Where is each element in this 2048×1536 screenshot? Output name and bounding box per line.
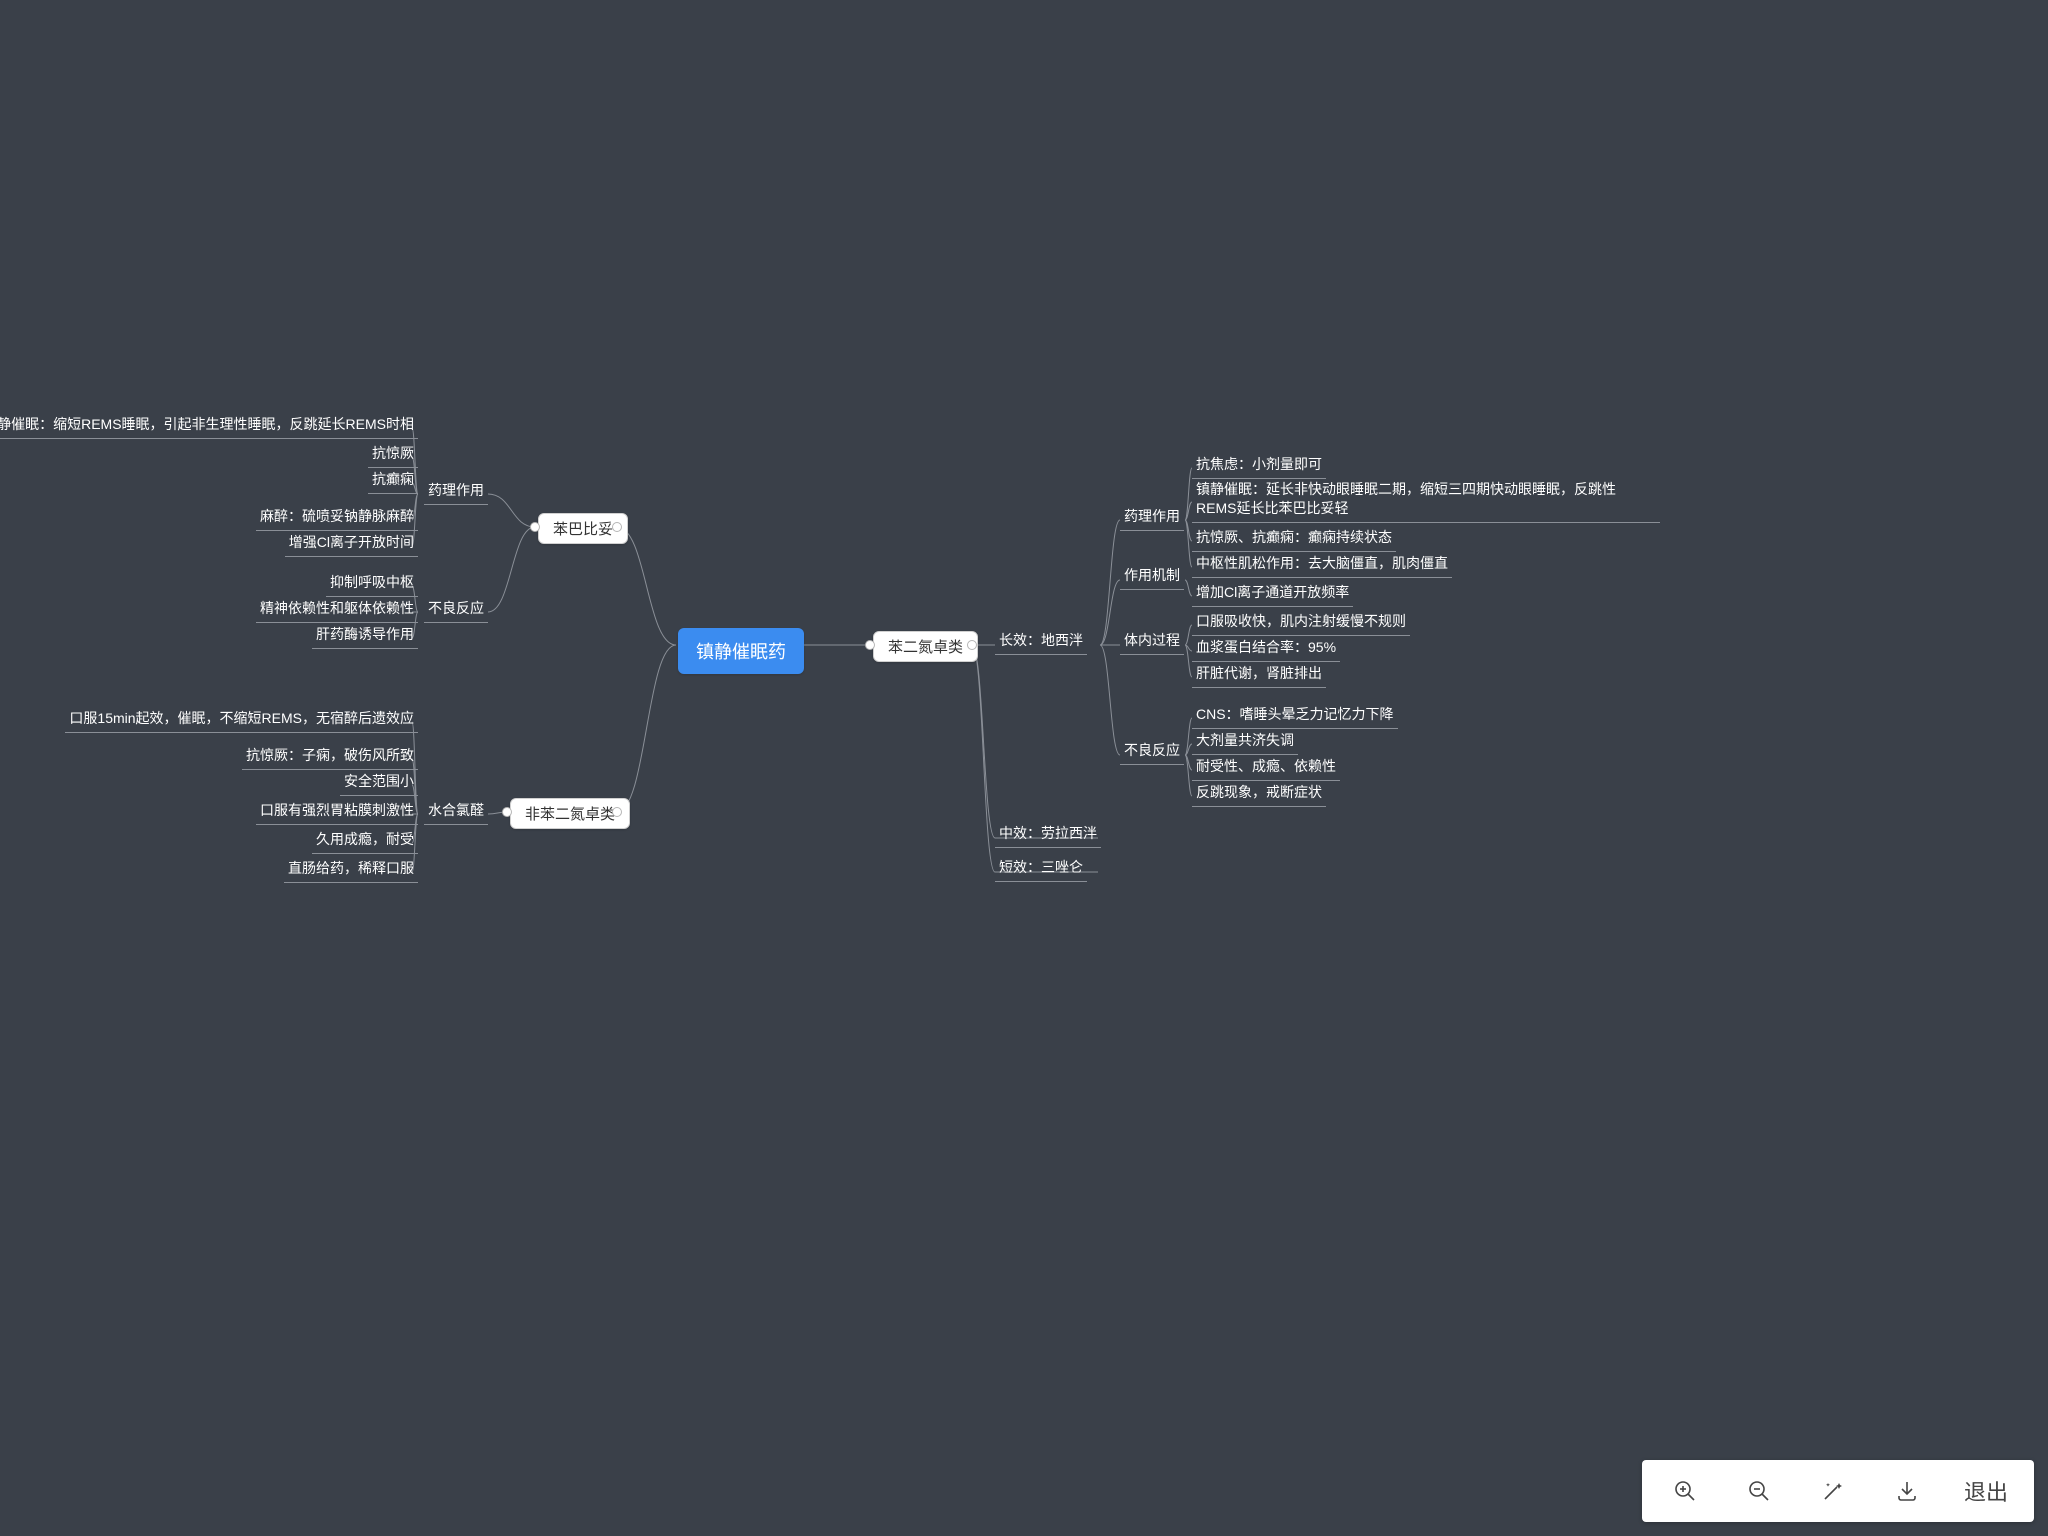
joint [612, 807, 622, 817]
benzo-pharma-1[interactable]: 镇静催眠：延长非快动眼睡眠二期，缩短三四期快动眼睡眠，反跳性REMS延长比苯巴比… [1192, 480, 1660, 523]
benzo-medium[interactable]: 中效：劳拉西泮 [995, 823, 1101, 848]
joint [530, 522, 540, 532]
nb-3[interactable]: 口服有强烈胃粘膜刺激性 [256, 800, 418, 825]
barb-ph-2[interactable]: 抗癫痫 [368, 469, 418, 494]
branch-benzo[interactable]: 苯二氮卓类 [873, 631, 978, 662]
benzo-pk[interactable]: 体内过程 [1120, 630, 1184, 655]
benzo-adv-1[interactable]: 大剂量共济失调 [1192, 730, 1298, 755]
exit-button[interactable]: 退出 [1944, 1475, 2028, 1507]
benzo-pharma-2[interactable]: 抗惊厥、抗癫痫：癫痫持续状态 [1192, 527, 1396, 552]
joint [612, 522, 622, 532]
nb-0[interactable]: 口服15min起效，催眠，不缩短REMS，无宿醉后遗效应 [65, 708, 418, 733]
zoom-out-icon [1747, 1479, 1771, 1503]
magic-button[interactable] [1796, 1468, 1870, 1514]
benzo-pharma[interactable]: 药理作用 [1120, 506, 1184, 531]
nb-4[interactable]: 久用成瘾，耐受 [312, 829, 418, 854]
benzo-mech-0[interactable]: 增加Cl离子通道开放频率 [1192, 582, 1353, 607]
benzo-long[interactable]: 长效：地西泮 [995, 630, 1087, 655]
benzo-mechanism[interactable]: 作用机制 [1120, 565, 1184, 590]
joint [967, 640, 977, 650]
benzo-adv-0[interactable]: CNS：嗜睡头晕乏力记忆力下降 [1192, 704, 1398, 729]
barb-adverse[interactable]: 不良反应 [424, 598, 488, 623]
root-node[interactable]: 镇静催眠药 [678, 628, 804, 674]
barb-adv-0[interactable]: 抑制呼吸中枢 [326, 572, 418, 597]
barb-adv-1[interactable]: 精神依赖性和躯体依赖性 [256, 598, 418, 623]
benzo-pk-0[interactable]: 口服吸收快，肌内注射缓慢不规则 [1192, 611, 1410, 636]
barb-ph-3[interactable]: 麻醉：硫喷妥钠静脉麻醉 [256, 506, 418, 531]
nb-2[interactable]: 安全范围小 [340, 771, 418, 796]
download-button[interactable] [1870, 1468, 1944, 1514]
joint [502, 807, 512, 817]
zoom-out-button[interactable] [1722, 1468, 1796, 1514]
barb-pharma[interactable]: 药理作用 [424, 480, 488, 505]
benzo-adv-2[interactable]: 耐受性、成瘾、依赖性 [1192, 756, 1340, 781]
joint [865, 640, 875, 650]
magic-wand-icon [1821, 1479, 1845, 1503]
benzo-adv-3[interactable]: 反跳现象，戒断症状 [1192, 782, 1326, 807]
download-icon [1895, 1479, 1919, 1503]
barb-adv-2[interactable]: 肝药酶诱导作用 [312, 624, 418, 649]
toolbar: 退出 [1642, 1460, 2034, 1522]
benzo-pharma-0[interactable]: 抗焦虑：小剂量即可 [1192, 454, 1326, 479]
nb-1[interactable]: 抗惊厥：子痫，破伤风所致 [242, 745, 418, 770]
benzo-pk-1[interactable]: 血浆蛋白结合率：95% [1192, 637, 1340, 662]
benzo-short[interactable]: 短效：三唑仑 [995, 857, 1087, 882]
zoom-in-icon [1673, 1479, 1697, 1503]
nonbenzo-sub[interactable]: 水合氯醛 [424, 800, 488, 825]
barb-ph-1[interactable]: 抗惊厥 [368, 443, 418, 468]
barb-ph-4[interactable]: 增强Cl离子开放时间 [285, 532, 418, 557]
benzo-pk-2[interactable]: 肝脏代谢，肾脏排出 [1192, 663, 1326, 688]
barb-ph-0[interactable]: 镇静催眠：缩短REMS睡眠，引起非生理性睡眠，反跳延长REMS时相 [0, 414, 418, 439]
benzo-pharma-3[interactable]: 中枢性肌松作用：去大脑僵直，肌肉僵直 [1192, 553, 1452, 578]
nb-5[interactable]: 直肠给药，稀释口服 [284, 858, 418, 883]
benzo-adverse[interactable]: 不良反应 [1120, 740, 1184, 765]
mindmap-canvas[interactable]: 镇静催眠药 苯二氮卓类 苯巴比妥 非苯二氮卓类 长效：地西泮 中效：劳拉西泮 短… [0, 0, 2048, 1536]
zoom-in-button[interactable] [1648, 1468, 1722, 1514]
